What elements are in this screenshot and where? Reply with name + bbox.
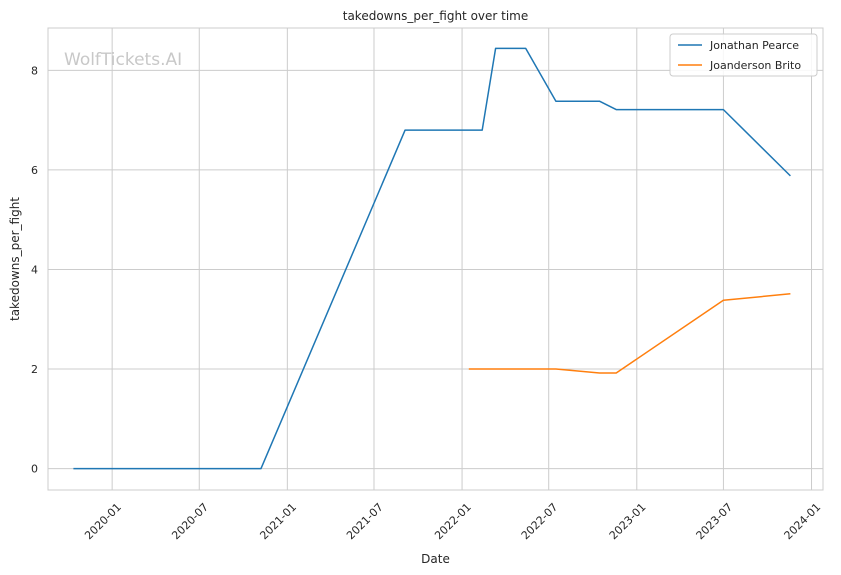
legend: Jonathan Pearce Joanderson Brito bbox=[669, 33, 818, 77]
y-tick-labels: 0 2 4 6 8 bbox=[31, 64, 38, 475]
legend-label-joanderson-brito: Joanderson Brito bbox=[709, 59, 801, 72]
x-tick-label: 2024-01 bbox=[782, 501, 824, 543]
x-tick-label: 2023-07 bbox=[694, 501, 736, 543]
x-tick-label: 2021-07 bbox=[344, 501, 386, 543]
y-tick-label: 2 bbox=[31, 363, 38, 376]
y-axis-label: takedowns_per_fight bbox=[8, 197, 22, 321]
y-tick-label: 4 bbox=[31, 263, 38, 276]
x-tick-label: 2020-01 bbox=[82, 501, 124, 543]
x-tick-label: 2022-07 bbox=[519, 501, 561, 543]
series-line-joanderson-brito bbox=[468, 293, 791, 374]
x-tick-label: 2023-01 bbox=[607, 501, 649, 543]
series-lines bbox=[73, 47, 791, 470]
watermark: WolfTickets.AI bbox=[64, 50, 182, 70]
series-line-jonathan-pearce bbox=[73, 47, 791, 470]
plot-area bbox=[47, 27, 824, 491]
x-tick-label: 2020-07 bbox=[169, 501, 211, 543]
x-tick-label: 2022-01 bbox=[432, 501, 474, 543]
legend-label-jonathan-pearce: Jonathan Pearce bbox=[709, 39, 799, 52]
chart-title: takedowns_per_fight over time bbox=[343, 9, 529, 23]
x-tick-label: 2021-01 bbox=[257, 501, 299, 543]
y-tick-label: 6 bbox=[31, 164, 38, 177]
x-axis-label: Date bbox=[421, 552, 450, 566]
y-tick-label: 8 bbox=[31, 64, 38, 77]
x-tick-labels: 2020-01 2020-07 2021-01 2021-07 2022-01 2022-… bbox=[82, 501, 823, 543]
y-tick-label: 0 bbox=[31, 463, 38, 476]
legend-box bbox=[669, 33, 818, 77]
